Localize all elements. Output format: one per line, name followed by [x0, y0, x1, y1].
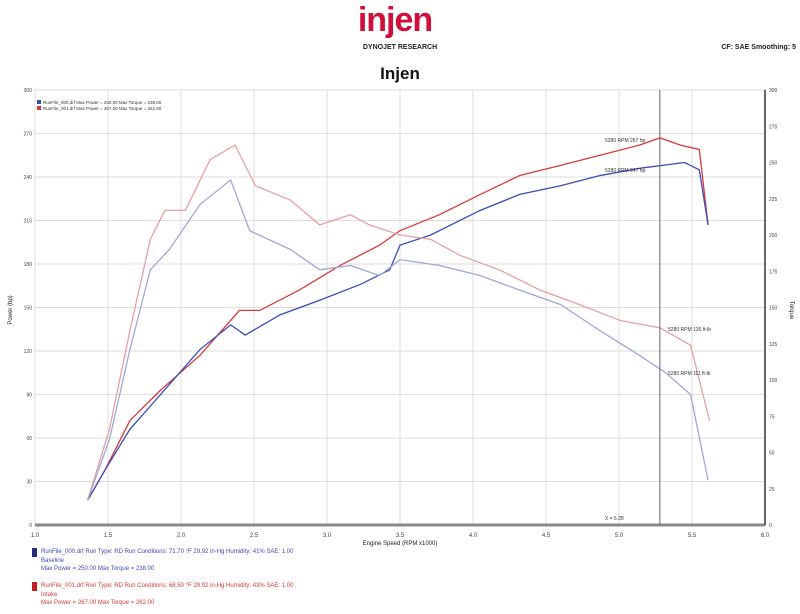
run-max: Max Power = 250.00 Max Torque = 238.00: [41, 566, 155, 572]
y-axis-label: Power (hp): [8, 295, 14, 324]
y-tick-label: 0: [29, 523, 32, 529]
annotation-blue-torque: 5280 RPM 111 ft-lb: [668, 371, 711, 377]
y2-tick-label: 175: [769, 269, 778, 275]
run-note: Intake: [41, 592, 58, 598]
cursor-label: X = 5.28: [605, 516, 624, 522]
y-tick-label: 300: [24, 88, 33, 94]
y-tick-label: 180: [24, 262, 33, 268]
x-tick-label: 5.0: [615, 533, 624, 539]
y2-tick-label: 0: [769, 523, 772, 529]
run-info: RunFile_000.drf Run Type: RD Run Conditi…: [41, 549, 294, 555]
y-tick-label: 240: [24, 175, 33, 181]
x-tick-label: 2.0: [177, 533, 186, 539]
blue-swatch: [32, 548, 37, 557]
y2-tick-label: 250: [769, 161, 778, 167]
y2-tick-label: 275: [769, 124, 778, 130]
x-tick-label: 4.0: [469, 533, 478, 539]
footer-run-red: RunFile_001.drf Run Type: RD Run Conditi…: [32, 582, 293, 607]
x-tick-label: 1.5: [104, 533, 113, 539]
chart-title: Injen: [380, 64, 420, 83]
legend-swatch: [37, 100, 41, 104]
y2-tick-label: 75: [769, 414, 775, 420]
y-tick-label: 90: [26, 393, 32, 399]
y2-tick-label: 225: [769, 197, 778, 203]
y2-tick-label: 300: [769, 88, 778, 94]
series-line: [86, 161, 709, 501]
annotation-red-torque: 5280 RPM 136 ft-lb: [668, 327, 711, 333]
run-info: RunFile_001.drf Run Type: RD Run Conditi…: [41, 583, 294, 589]
y2-tick-label: 25: [769, 487, 775, 493]
injen-logo: injen: [357, 1, 433, 39]
y2-tick-label: 125: [769, 342, 778, 348]
series-line: [86, 178, 709, 501]
legend-entry: RunFile_001.drf Max Power = 267.00 Max T…: [43, 106, 162, 111]
x-tick-label: 5.5: [688, 533, 697, 539]
x-tick-label: 1.0: [31, 533, 40, 539]
run-max: Max Power = 267.00 Max Torque = 262.00: [41, 600, 155, 606]
footer-run-blue: RunFile_000.drf Run Type: RD Run Conditi…: [32, 548, 293, 573]
run-note: Baseline: [41, 558, 65, 564]
dyno-chart: 1.0 1.5 2.0 2.5 3.0 3.5 4.0 4.5 5.0 5.5 6.0 0 30 60 90…: [8, 88, 794, 547]
y2-tick-label: 100: [769, 378, 778, 384]
legend-swatch: [37, 106, 41, 110]
subtitle: DYNOJET RESEARCH: [362, 44, 438, 51]
series-line: [86, 144, 711, 501]
annotation-red-power: 5280 RPM 267 hp: [605, 138, 646, 144]
x-tick-label: 3.5: [396, 533, 405, 539]
y-tick-label: 120: [24, 349, 33, 355]
y2-axis-label: Torque: [788, 301, 794, 320]
y-tick-label: 270: [24, 132, 33, 138]
y2-tick-label: 200: [769, 233, 778, 239]
red-swatch: [32, 582, 37, 591]
annotation-blue-power: 5280 RPM 247 hp: [605, 168, 646, 174]
x-axis-label: Engine Speed (RPM x1000): [363, 541, 438, 547]
legend-entry: RunFile_000.drf Max Power = 250.00 Max T…: [43, 100, 162, 105]
correction-info: CF: SAE Smoothing: 5: [721, 44, 796, 51]
y-tick-label: 150: [24, 306, 33, 312]
y2-tick-label: 50: [769, 451, 775, 457]
y-tick-label: 30: [26, 480, 32, 486]
x-tick-label: 6.0: [761, 533, 770, 539]
x-tick-label: 4.5: [542, 533, 551, 539]
x-tick-label: 2.5: [250, 533, 259, 539]
y2-tick-label: 150: [769, 306, 778, 312]
y-tick-label: 210: [24, 219, 33, 225]
y-tick-label: 60: [26, 436, 32, 442]
x-tick-label: 3.0: [323, 533, 332, 539]
